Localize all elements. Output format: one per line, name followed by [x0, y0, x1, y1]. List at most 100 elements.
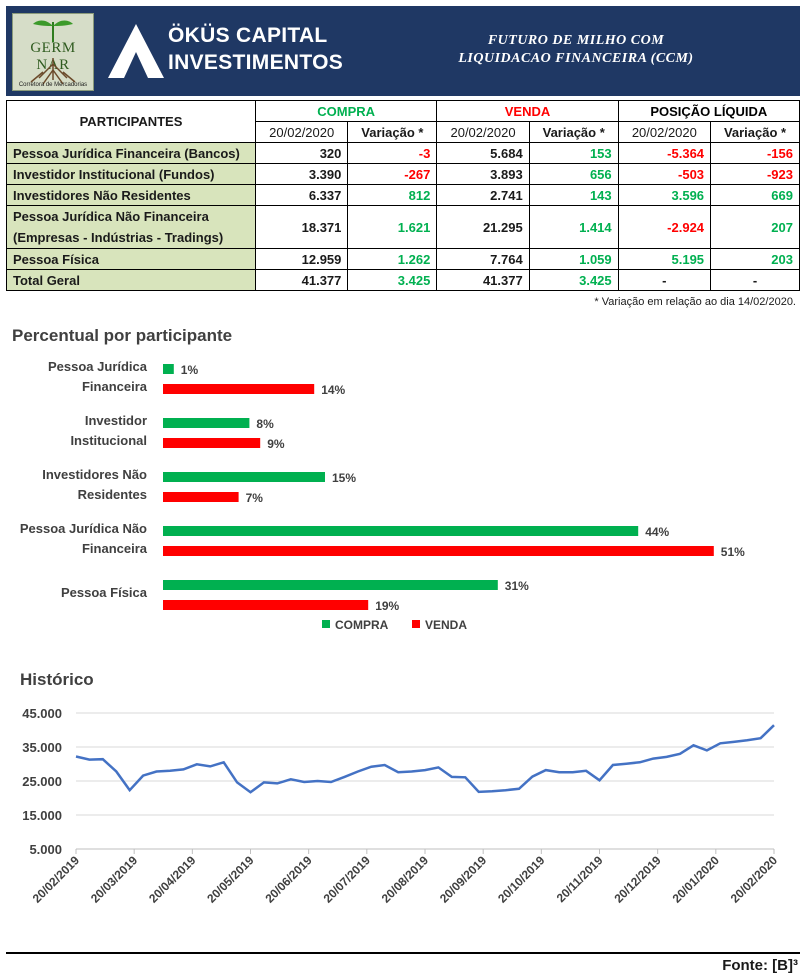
brand-line-1: ÖKÜS CAPITAL: [168, 24, 328, 47]
row-name: Pessoa Jurídica Financeira (Bancos): [6, 142, 256, 164]
bar-data-label: 8%: [256, 417, 274, 431]
posicao-var-header: Variação *: [710, 121, 800, 143]
bar-venda: [163, 546, 714, 556]
bar-venda: [163, 600, 369, 610]
bar-data-label: 15%: [332, 471, 356, 485]
x-tick-label: 20/06/2019: [262, 853, 315, 906]
x-tick-label: 20/05/2019: [204, 853, 257, 906]
row-name: Investidor Institucional (Fundos): [6, 163, 256, 185]
legend-swatch: [322, 620, 330, 628]
venda-header: VENDA: [436, 100, 619, 122]
y-tick-label: 25.000: [22, 774, 62, 789]
table-row: Investidores Não Residentes 6.337 812 2.…: [6, 184, 800, 206]
bar-data-label: 19%: [375, 599, 399, 613]
history-line: [75, 724, 775, 794]
posicao-header: POSIÇÃO LÍQUIDA: [617, 100, 801, 122]
bar-data-label: 7%: [246, 491, 264, 505]
legend-label: COMPRA: [335, 618, 389, 632]
category-label: Financeira: [82, 541, 148, 556]
row-name-line-2: (Empresas - Indústrias - Tradings): [13, 230, 224, 245]
y-tick-label: 5.000: [29, 842, 62, 857]
posicao-variation: -156: [710, 142, 800, 164]
legend-label: VENDA: [425, 618, 467, 632]
venda-value: 2.741: [436, 184, 530, 206]
x-tick-label: 20/10/2019: [495, 853, 548, 906]
report-title: FUTURO DE MILHO COM LIQUIDACAO FINANCEIR…: [426, 32, 726, 68]
x-tick-label: 20/09/2019: [437, 853, 490, 906]
line-chart-title: Histórico: [20, 670, 94, 689]
y-tick-label: 35.000: [22, 740, 62, 755]
x-tick-label: 20/08/2019: [379, 853, 432, 906]
venda-value: 7.764: [436, 248, 530, 270]
bar-data-label: 44%: [645, 525, 669, 539]
posicao-variation: 207: [710, 205, 800, 249]
category-label: Investidor: [85, 413, 147, 428]
compra-date-header: 20/02/2020: [254, 121, 349, 143]
posicao-variation: 669: [710, 184, 800, 206]
bar-data-label: 14%: [321, 383, 345, 397]
compra-value: 12.959: [254, 248, 349, 270]
compra-variation: 1.621: [347, 205, 438, 249]
category-label: Pessoa Física: [61, 585, 148, 600]
brand-line-2: INVESTIMENTOS: [168, 51, 344, 74]
compra-value: 3.390: [254, 163, 349, 185]
venda-value: 41.377: [436, 269, 530, 291]
posicao-value: 3.596: [617, 184, 712, 206]
venda-variation: 1.414: [528, 205, 619, 249]
posicao-value: -2.924: [617, 205, 712, 249]
participant-bar-chart: Pessoa Jurídica Financeira 1% 14% Investidor…: [20, 359, 745, 632]
bar-compra: [163, 364, 174, 374]
brand-name: ÖKÜS CAPITAL INVESTIMENTOS: [168, 22, 343, 76]
posicao-date-header: 20/02/2020: [617, 121, 712, 143]
compra-value: 41.377: [254, 269, 349, 291]
table-row: Pessoa Física 12.959 1.262 7.764 1.059 5…: [6, 248, 800, 270]
x-tick-label: 20/03/2019: [88, 853, 141, 906]
source-credit: Fonte: [B]³: [722, 957, 798, 974]
roots-icon: [30, 58, 76, 85]
category-label: Pessoa Jurídica Não: [20, 521, 147, 536]
posicao-value: -: [617, 269, 712, 291]
compra-value: 320: [254, 142, 349, 164]
venda-var-header: Variação *: [528, 121, 619, 143]
x-tick-label: 20/12/2019: [611, 853, 664, 906]
compra-variation: 3.425: [347, 269, 438, 291]
footer-divider: [6, 952, 800, 954]
row-name: Pessoa Jurídica Não Financeira (Empresas…: [6, 205, 256, 249]
x-tick-label: 20/02/2020: [728, 853, 781, 906]
legend-swatch: [412, 620, 420, 628]
category-label: Residentes: [78, 487, 147, 502]
category-label: Institucional: [70, 433, 147, 448]
table-row-total: Total Geral 41.377 3.425 41.377 3.425 - …: [6, 269, 800, 291]
venda-variation: 3.425: [528, 269, 619, 291]
category-label: Financeira: [82, 379, 148, 394]
bar-chart-title: Percentual por participante: [12, 326, 233, 345]
compra-value: 6.337: [254, 184, 349, 206]
venda-variation: 1.059: [528, 248, 619, 270]
y-tick-label: 15.000: [22, 808, 62, 823]
compra-variation: -267: [347, 163, 438, 185]
venda-value: 3.893: [436, 163, 530, 185]
category-label: Pessoa Jurídica: [48, 359, 148, 374]
header-banner: GERM NAR Corretora de Mercadorias ÖKÜS C…: [6, 6, 800, 96]
row-name: Pessoa Física: [6, 248, 256, 270]
bar-data-label: 1%: [181, 363, 199, 377]
variation-footnote: * Variação em relação ao dia 14/02/2020.: [594, 296, 796, 308]
bar-compra: [163, 472, 325, 482]
bar-venda: [163, 438, 261, 448]
table-row: Pessoa Jurídica Não Financeira (Empresas…: [6, 205, 800, 249]
compra-header: COMPRA: [254, 100, 438, 122]
bar-venda: [163, 492, 239, 502]
bar-venda: [163, 384, 315, 394]
posicao-value: -5.364: [617, 142, 712, 164]
x-tick-label: 20/01/2020: [670, 853, 723, 906]
report-title-line-2: LIQUIDACAO FINANCEIRA (CCM): [458, 51, 694, 66]
venda-date-header: 20/02/2020: [436, 121, 530, 143]
row-name-line-1: Pessoa Jurídica Não Financeira: [13, 209, 209, 224]
table-row: Investidor Institucional (Fundos) 3.390 …: [6, 163, 800, 185]
y-tick-label: 45.000: [22, 706, 62, 721]
bar-compra: [163, 580, 498, 590]
participants-table: PARTICIPANTES COMPRA VENDA POSIÇÃO LÍQUI…: [6, 100, 801, 291]
bar-data-label: 9%: [267, 437, 285, 451]
venda-variation: 656: [528, 163, 619, 185]
